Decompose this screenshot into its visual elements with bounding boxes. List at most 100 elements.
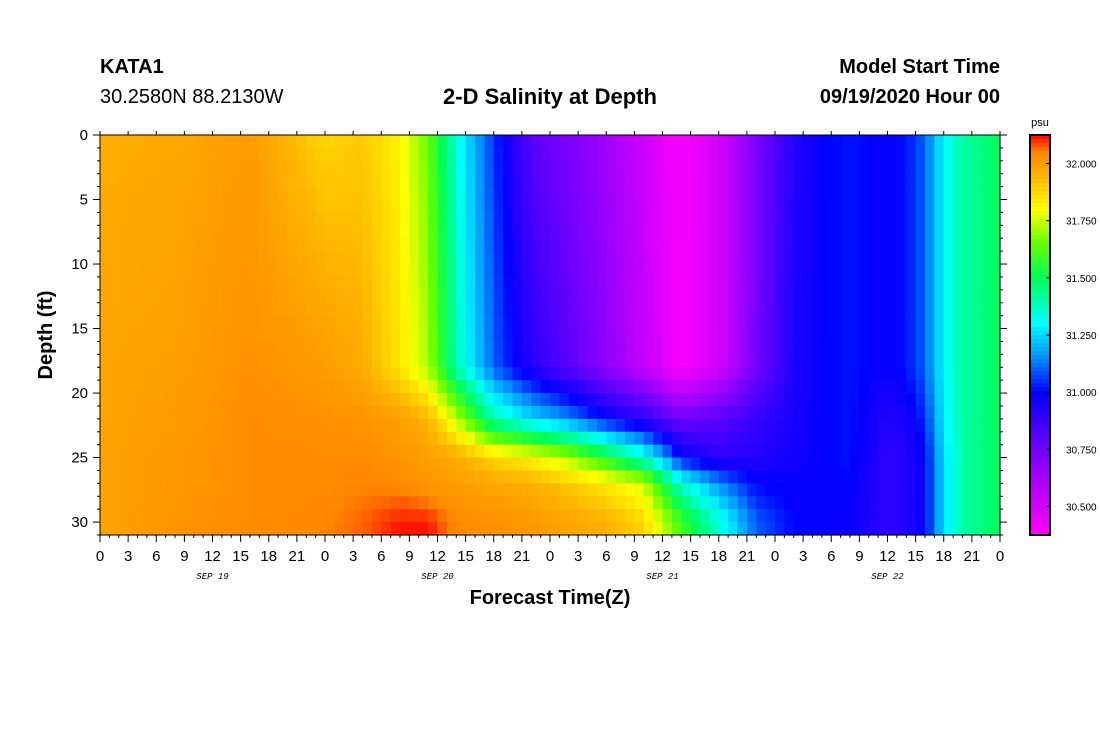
heatmap-cell	[334, 444, 345, 459]
heatmap-cell	[840, 470, 851, 484]
heatmap-cell	[118, 251, 129, 265]
heatmap-cell	[700, 225, 710, 239]
heatmap-cell	[559, 496, 570, 510]
heatmap-cell	[671, 147, 682, 162]
heatmap-cell	[381, 444, 392, 459]
heatmap-cell	[625, 147, 635, 162]
heatmap-cell	[465, 302, 476, 317]
heatmap-cell	[971, 212, 982, 226]
heatmap-cell	[428, 380, 439, 394]
heatmap-cell	[175, 393, 185, 407]
heatmap-cell	[587, 341, 598, 355]
heatmap-cell	[306, 444, 317, 459]
heatmap-cell	[325, 147, 335, 162]
heatmap-cell	[334, 418, 345, 433]
heatmap-cell	[437, 341, 448, 355]
heatmap-cell	[878, 186, 889, 201]
heatmap-cell	[718, 444, 729, 459]
heatmap-cell	[156, 496, 167, 510]
heatmap-cell	[296, 496, 307, 510]
heatmap-cell	[784, 457, 795, 472]
heatmap-cell	[568, 328, 579, 343]
heatmap-cell	[343, 470, 354, 484]
heatmap-cell	[728, 328, 739, 343]
heatmap-cell	[371, 212, 382, 226]
heatmap-cell	[418, 315, 429, 330]
heatmap-cell	[887, 328, 898, 343]
heatmap-cell	[812, 470, 823, 484]
heatmap-cell	[718, 199, 729, 214]
heatmap-cell	[634, 199, 645, 214]
heatmap-cell	[287, 522, 298, 536]
heatmap-cell	[803, 302, 814, 317]
heatmap-cell	[821, 264, 832, 278]
heatmap-cell	[231, 160, 242, 175]
heatmap-cell	[362, 354, 373, 368]
heatmap-cell	[521, 173, 532, 188]
heatmap-cell	[765, 160, 776, 175]
heatmap-cell	[915, 405, 926, 420]
heatmap-cell	[971, 315, 982, 330]
heatmap-cell	[784, 212, 795, 226]
colorbar-segment	[1030, 311, 1050, 316]
heatmap-cell	[362, 483, 373, 497]
heatmap-cell	[625, 496, 635, 510]
x-tick-label: 18	[710, 548, 727, 565]
heatmap-cell	[596, 418, 607, 433]
heatmap-cell	[381, 341, 392, 355]
heatmap-cell	[700, 199, 710, 214]
heatmap-cell	[465, 496, 476, 510]
heatmap-cell	[803, 315, 814, 330]
heatmap-cell	[287, 418, 298, 433]
heatmap-cell	[503, 393, 514, 407]
heatmap-cell	[287, 199, 298, 214]
heatmap-cell	[934, 186, 945, 201]
heatmap-cell	[803, 160, 814, 175]
heatmap-cell	[981, 470, 992, 484]
heatmap-cell	[521, 470, 532, 484]
heatmap-cell	[756, 315, 767, 330]
heatmap-cell	[231, 173, 242, 188]
heatmap-cell	[231, 418, 242, 433]
heatmap-cell	[250, 225, 260, 239]
heatmap-cell	[512, 186, 523, 201]
heatmap-cell	[231, 380, 242, 394]
heatmap-cell	[259, 522, 270, 536]
colorbar-segment	[1030, 143, 1050, 148]
heatmap-cell	[568, 418, 579, 433]
heatmap-cell	[221, 225, 232, 239]
heatmap-cell	[775, 135, 785, 149]
heatmap-cell	[812, 509, 823, 523]
heatmap-cell	[578, 135, 589, 149]
colorbar-segment	[1030, 207, 1050, 212]
heatmap-cell	[934, 238, 945, 252]
colorbar-segment	[1030, 287, 1050, 292]
heatmap-cell	[109, 135, 120, 149]
heatmap-cell	[184, 251, 195, 265]
heatmap-cell	[821, 173, 832, 188]
heatmap-cell	[521, 341, 532, 355]
heatmap-cell	[596, 276, 607, 291]
heatmap-cell	[962, 380, 973, 394]
heatmap-cell	[559, 302, 570, 317]
heatmap-cell	[550, 328, 560, 343]
heatmap-cell	[362, 367, 373, 381]
heatmap-cell	[137, 380, 148, 394]
heatmap-cell	[625, 522, 635, 536]
heatmap-cell	[821, 354, 832, 368]
heatmap-cell	[756, 431, 767, 446]
heatmap-cell	[831, 418, 842, 433]
heatmap-cell	[765, 380, 776, 394]
heatmap-cell	[259, 483, 270, 497]
heatmap-cell	[934, 212, 945, 226]
heatmap-cell	[193, 173, 204, 188]
heatmap-cell	[803, 212, 814, 226]
heatmap-cell	[278, 302, 289, 317]
heatmap-cell	[606, 238, 617, 252]
heatmap-cell	[156, 367, 167, 381]
heatmap-cell	[240, 264, 251, 278]
heatmap-cell	[878, 289, 889, 304]
heatmap-cell	[578, 173, 589, 188]
heatmap-cell	[353, 225, 364, 239]
